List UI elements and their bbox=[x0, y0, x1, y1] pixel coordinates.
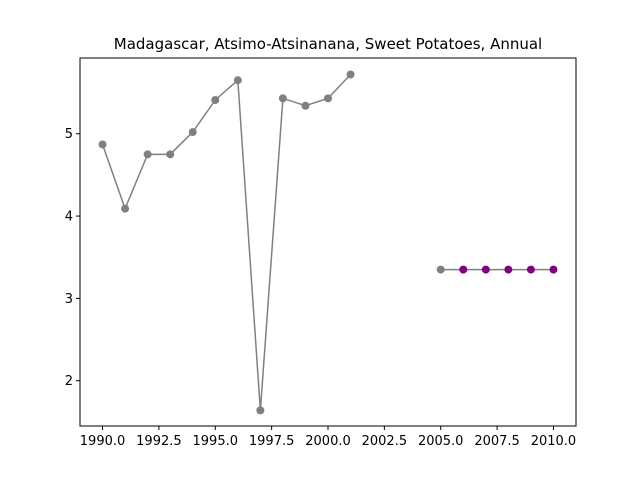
y-tick-label: 4 bbox=[65, 210, 73, 225]
data-point-2000 bbox=[324, 94, 332, 103]
data-point-1991 bbox=[121, 204, 130, 213]
data-point-1997 bbox=[256, 406, 265, 415]
data-point-2001 bbox=[346, 70, 355, 79]
highlight-point-2008 bbox=[504, 265, 513, 274]
data-point-1996 bbox=[233, 76, 242, 85]
x-tick-label: 2007.5 bbox=[474, 434, 520, 449]
x-tick-label: 2010.0 bbox=[531, 434, 577, 449]
x-tick-label: 2002.5 bbox=[362, 434, 408, 449]
x-tick-label: 2000.0 bbox=[305, 434, 351, 449]
data-point-1993 bbox=[166, 150, 175, 159]
data-point-1999 bbox=[301, 101, 310, 110]
y-tick-label: 5 bbox=[65, 127, 73, 142]
highlight-point-2007 bbox=[481, 265, 490, 274]
x-tick-label: 1990.0 bbox=[80, 434, 126, 449]
series-layer bbox=[98, 70, 558, 415]
highlight-point-2010 bbox=[549, 265, 558, 274]
plot-area bbox=[80, 58, 576, 426]
x-tick-label: 1995.0 bbox=[193, 434, 239, 449]
y-tick-label: 2 bbox=[65, 374, 73, 389]
y-tick-label: 3 bbox=[65, 292, 73, 307]
data-point-2005 bbox=[436, 265, 445, 274]
x-tick-label: 2005.0 bbox=[418, 434, 464, 449]
x-tick-label: 1992.5 bbox=[136, 434, 182, 449]
data-point-1998 bbox=[278, 94, 287, 103]
data-point-1990 bbox=[98, 140, 107, 149]
data-point-1992 bbox=[143, 150, 152, 159]
data-point-1995 bbox=[211, 95, 220, 104]
y-axis: 2 3 4 5 bbox=[65, 127, 80, 389]
plot-frame bbox=[79, 57, 577, 427]
highlight-point-2006 bbox=[459, 265, 468, 274]
data-point-1994 bbox=[188, 128, 197, 137]
x-axis: 1990.0 1992.5 1995.0 1997.5 2000.0 2002.5 2005… bbox=[80, 426, 576, 449]
x-tick-label: 1997.5 bbox=[249, 434, 295, 449]
chart-title: Madagascar, Atsimo-Atsinanana, Sweet Pot… bbox=[114, 35, 542, 53]
highlight-point-2009 bbox=[526, 265, 535, 274]
